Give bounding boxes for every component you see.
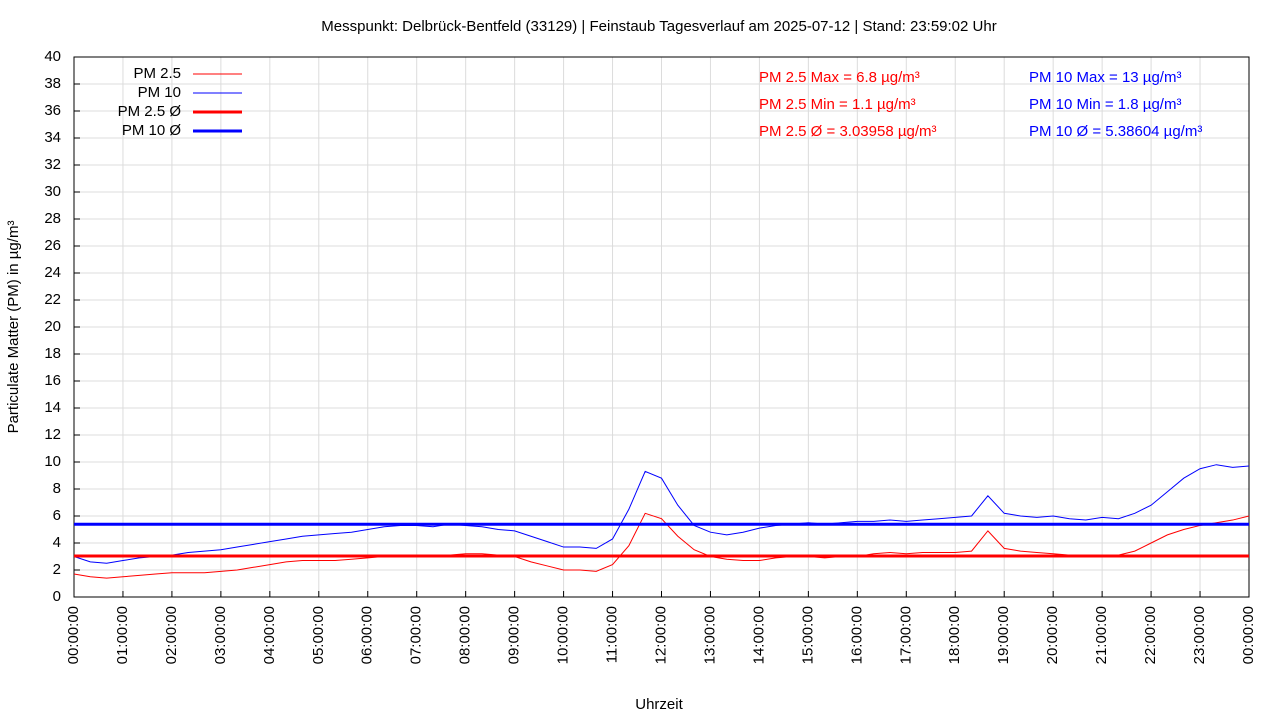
x-tick-label: 19:00:00 [995, 606, 1012, 664]
annotation: PM 2.5 Ø = 3.03958 µg/m³ [759, 123, 936, 140]
x-tick-label: 04:00:00 [261, 606, 278, 664]
x-tick-label: 06:00:00 [359, 606, 376, 664]
y-axis-label: Particulate Matter (PM) in µg/m³ [5, 221, 22, 434]
y-tick-label: 40 [44, 48, 61, 65]
x-tick-label: 11:00:00 [604, 606, 621, 663]
x-tick-label: 20:00:00 [1044, 606, 1061, 664]
x-tick-label: 17:00:00 [897, 606, 914, 664]
y-tick-label: 10 [44, 453, 61, 470]
y-tick-label: 30 [44, 183, 61, 200]
y-tick-label: 18 [44, 345, 61, 362]
legend-label: PM 10 Ø [122, 122, 182, 139]
y-tick-label: 36 [44, 102, 61, 119]
x-tick-label: 13:00:00 [701, 606, 718, 664]
y-tick-label: 32 [44, 156, 61, 173]
plot-border [73, 56, 1250, 598]
y-tick-label: 14 [44, 399, 61, 416]
annotation: PM 10 Max = 13 µg/m³ [1029, 69, 1181, 86]
x-tick-label: 01:00:00 [114, 606, 131, 664]
legend-label: PM 10 [138, 84, 181, 101]
annotation: PM 10 Min = 1.8 µg/m³ [1029, 96, 1181, 113]
y-tick-label: 6 [53, 507, 61, 524]
x-tick-label: 21:00:00 [1093, 606, 1110, 664]
chart-title: Messpunkt: Delbrück-Bentfeld (33129) | F… [321, 18, 996, 35]
y-tick-label: 0 [53, 588, 61, 605]
annotation: PM 2.5 Max = 6.8 µg/m³ [759, 69, 920, 86]
y-tick-label: 24 [44, 264, 61, 281]
x-tick-label: 23:00:00 [1191, 606, 1208, 664]
y-tick-label: 26 [44, 237, 61, 254]
y-tick-label: 20 [44, 318, 61, 335]
y-tick-label: 8 [53, 480, 61, 497]
x-tick-label: 05:00:00 [310, 606, 327, 664]
annotation: PM 10 Ø = 5.38604 µg/m³ [1029, 123, 1202, 140]
x-tick-label: 22:00:00 [1142, 606, 1159, 664]
y-tick-label: 12 [44, 426, 61, 443]
x-tick-label: 07:00:00 [408, 606, 425, 664]
legend-label: PM 2.5 Ø [118, 103, 182, 120]
y-tick-label: 16 [44, 372, 61, 389]
annotation: PM 2.5 Min = 1.1 µg/m³ [759, 96, 916, 113]
x-tick-label: 12:00:00 [652, 606, 669, 664]
data-line [73, 512, 1250, 579]
x-tick-label: 02:00:00 [163, 606, 180, 664]
y-tick-label: 22 [44, 291, 61, 308]
x-tick-label: 16:00:00 [848, 606, 865, 664]
y-tick-label: 38 [44, 75, 61, 92]
y-tick-label: 4 [53, 534, 61, 551]
x-tick-label: 14:00:00 [750, 606, 767, 664]
data-line [73, 464, 1250, 564]
x-tick-label: 03:00:00 [212, 606, 229, 664]
legend-label: PM 2.5 [133, 65, 181, 82]
x-axis-label: Uhrzeit [635, 696, 683, 713]
x-tick-label: 00:00:00 [65, 606, 82, 664]
x-tick-label: 18:00:00 [946, 606, 963, 664]
x-tick-label: 09:00:00 [506, 606, 523, 664]
x-tick-label: 00:00:00 [1240, 606, 1257, 664]
x-tick-label: 10:00:00 [555, 606, 572, 664]
x-tick-label: 08:00:00 [457, 606, 474, 664]
y-tick-label: 28 [44, 210, 61, 227]
y-tick-label: 2 [53, 561, 61, 578]
x-tick-label: 15:00:00 [799, 606, 816, 664]
y-tick-label: 34 [44, 129, 61, 146]
